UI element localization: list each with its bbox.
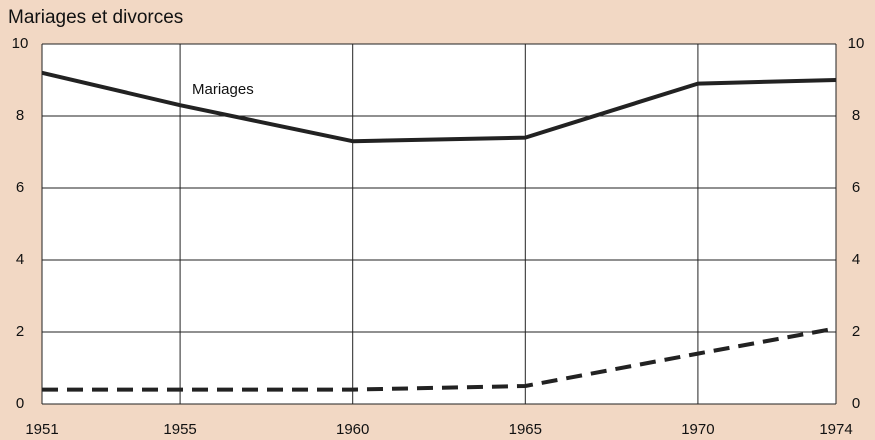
y-tick-label: 0 [16, 395, 24, 412]
y2-tick-label: 0 [852, 395, 860, 412]
y-tick-label: 4 [16, 251, 24, 268]
x-tick-label: 1965 [509, 421, 542, 438]
y2-tick-label: 6 [852, 179, 860, 196]
y-tick-label: 6 [16, 179, 24, 196]
y2-tick-label: 10 [848, 35, 865, 52]
y-tick-label: 10 [12, 35, 29, 52]
x-tick-label: 1974 [819, 421, 852, 438]
y2-tick-label: 2 [852, 323, 860, 340]
y2-tick-label: 8 [852, 107, 860, 124]
y2-tick-label: 4 [852, 251, 860, 268]
y-tick-label: 8 [16, 107, 24, 124]
data-line [41, 70, 837, 144]
x-tick-label: 1951 [25, 421, 58, 438]
data-line [42, 326, 837, 392]
x-tick-label: 1970 [681, 421, 714, 438]
x-tick-label: 1960 [336, 421, 369, 438]
series-annotation: Mariages [192, 81, 254, 98]
y-tick-label: 2 [16, 323, 24, 340]
chart-title: Mariages et divorces [8, 7, 183, 28]
x-tick-label: 1955 [163, 421, 196, 438]
